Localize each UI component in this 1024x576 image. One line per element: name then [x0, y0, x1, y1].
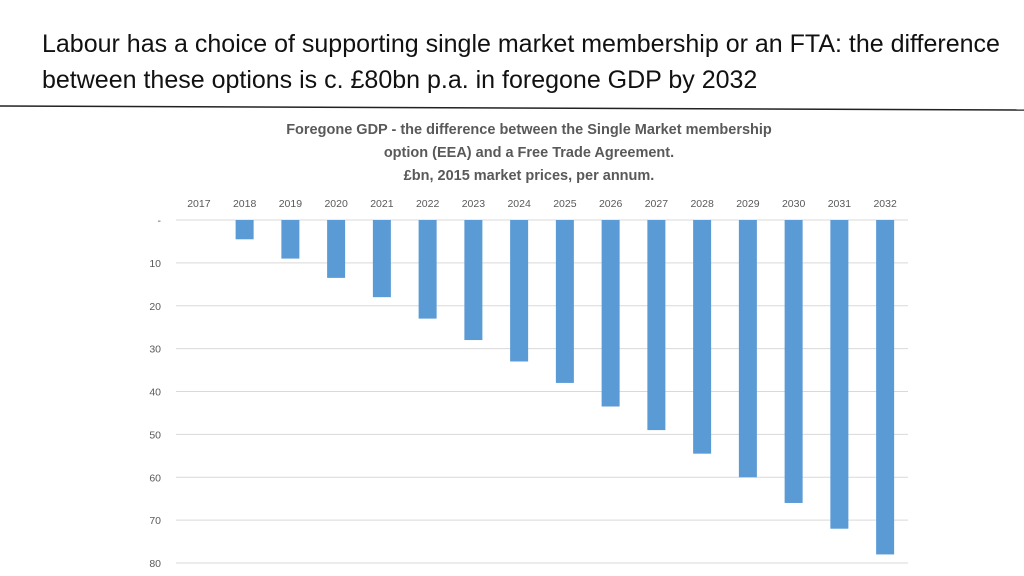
y-tick-label: 20	[149, 301, 161, 313]
bar	[418, 220, 437, 319]
x-tick-label: 2032	[873, 198, 897, 210]
chart-title: Foregone GDP - the difference between th…	[200, 119, 858, 188]
bar	[647, 220, 666, 431]
slide-title: Labour has a choice of supporting single…	[42, 30, 1000, 94]
bar	[235, 220, 254, 240]
bar	[830, 220, 849, 529]
bar	[510, 220, 529, 362]
y-tick-label: 40	[149, 387, 161, 399]
x-tick-label: 2030	[782, 198, 806, 210]
bar	[876, 220, 895, 555]
x-tick-label: 2019	[279, 198, 303, 210]
bar	[738, 220, 757, 478]
bar	[372, 220, 391, 298]
y-tick-label: -	[158, 215, 162, 227]
bar	[555, 220, 574, 383]
y-tick-label: 30	[149, 344, 161, 356]
bar	[601, 220, 620, 407]
y-tick-label: 60	[149, 472, 161, 484]
bar	[464, 220, 483, 341]
chart-title-line-3: £bn, 2015 market prices, per annum.	[403, 168, 655, 184]
x-tick-label: 2022	[416, 198, 440, 210]
x-tick-label: 2020	[324, 198, 348, 210]
x-tick-label: 2031	[828, 198, 852, 210]
y-tick-label: 10	[149, 258, 161, 270]
x-tick-label: 2018	[233, 198, 257, 210]
x-tick-label: 2026	[599, 198, 623, 210]
x-tick-label: 2027	[645, 198, 669, 210]
x-tick-label: 2021	[370, 198, 394, 210]
bar	[693, 220, 712, 454]
y-tick-label: 70	[149, 515, 161, 527]
x-tick-label: 2017	[187, 198, 211, 210]
chart-title-line-1: Foregone GDP - the difference between th…	[286, 122, 772, 138]
x-tick-label: 2024	[507, 198, 531, 210]
x-tick-label: 2025	[553, 198, 577, 210]
bar	[327, 220, 346, 278]
x-tick-label: 2028	[690, 198, 714, 210]
chart-title-line-2: option (EEA) and a Free Trade Agreement.	[383, 145, 675, 161]
y-tick-label: 50	[149, 429, 161, 441]
y-tick-label: 80	[149, 558, 161, 570]
x-tick-label: 2023	[462, 198, 486, 210]
x-tick-label: 2029	[736, 198, 760, 210]
bar	[281, 220, 300, 259]
bar	[784, 220, 803, 503]
